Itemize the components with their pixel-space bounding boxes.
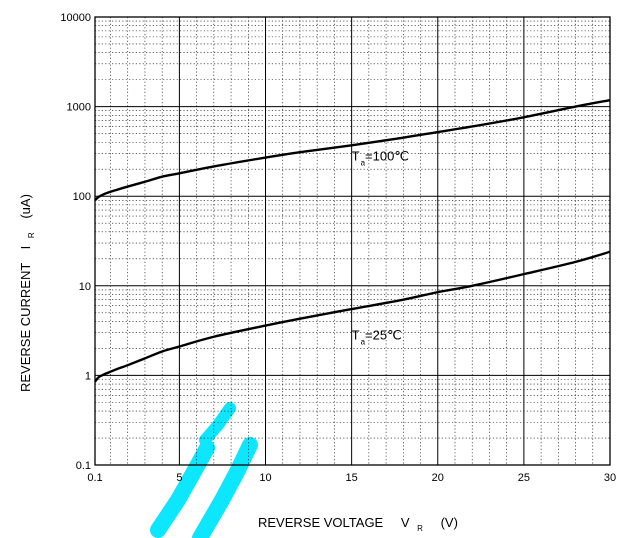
x-axis-label: REVERSE VOLTAGE V R (V): [258, 515, 458, 534]
y-tick-label: 10000: [60, 12, 91, 24]
y-tick-label: 0.1: [76, 460, 91, 472]
y-tick-label: 1: [85, 370, 91, 382]
x-axis-label-text: REVERSE VOLTAGE: [258, 515, 384, 530]
y-tick-label: 10: [79, 281, 91, 293]
x-tick-label: 5: [176, 472, 182, 484]
y-tick-labels: 0.1 1 10 100 1000 10000: [60, 12, 91, 472]
series-labels: Ta=100℃Ta=25℃: [352, 149, 409, 347]
series-lines: [94, 98, 611, 383]
series-line-ta-25c: [94, 250, 611, 383]
x-tick-label: 30: [604, 472, 616, 484]
watermark-logo: [150, 402, 258, 538]
x-tick-label: 10: [259, 472, 271, 484]
y-axis-label: REVERSE CURRENT I R (uA): [18, 194, 37, 392]
plot-frame: [94, 16, 611, 466]
x-tick-label: 15: [346, 472, 358, 484]
series-line-ta-100c: [94, 98, 611, 202]
watermark-stroke-2: [192, 437, 258, 538]
series-label-subscript: a: [361, 159, 366, 168]
series-label-ta-25c: Ta=25℃: [352, 328, 402, 347]
grid-major: [95, 17, 610, 465]
x-tick-labels: 0.1 5 10 15 20 25 30: [87, 472, 616, 484]
series-label-value: =25℃: [365, 328, 402, 343]
x-tick-label: 25: [518, 472, 530, 484]
y-axis-label-unit: (uA): [18, 194, 33, 219]
series-label-symbol: T: [352, 328, 360, 343]
watermark-stroke-1: [150, 440, 215, 538]
watermark-stroke-3: [199, 402, 236, 446]
y-tick-label: 1000: [67, 102, 91, 114]
x-tick-label: 20: [432, 472, 444, 484]
series-label-ta-100c: Ta=100℃: [352, 149, 409, 168]
y-axis-label-symbol: I: [18, 246, 33, 250]
series-label-value: =100℃: [365, 149, 409, 164]
series-label-subscript: a: [361, 338, 366, 347]
x-axis-label-symbol: V: [401, 515, 410, 530]
y-axis-label-subscript: R: [27, 232, 36, 238]
series-label-symbol: T: [352, 149, 360, 164]
x-axis-label-unit: (V): [441, 515, 458, 530]
y-tick-label: 100: [73, 191, 91, 203]
x-tick-label: 0.1: [87, 472, 102, 484]
x-axis-label-subscript: R: [417, 524, 423, 533]
y-axis-label-text: REVERSE CURRENT: [18, 263, 33, 392]
